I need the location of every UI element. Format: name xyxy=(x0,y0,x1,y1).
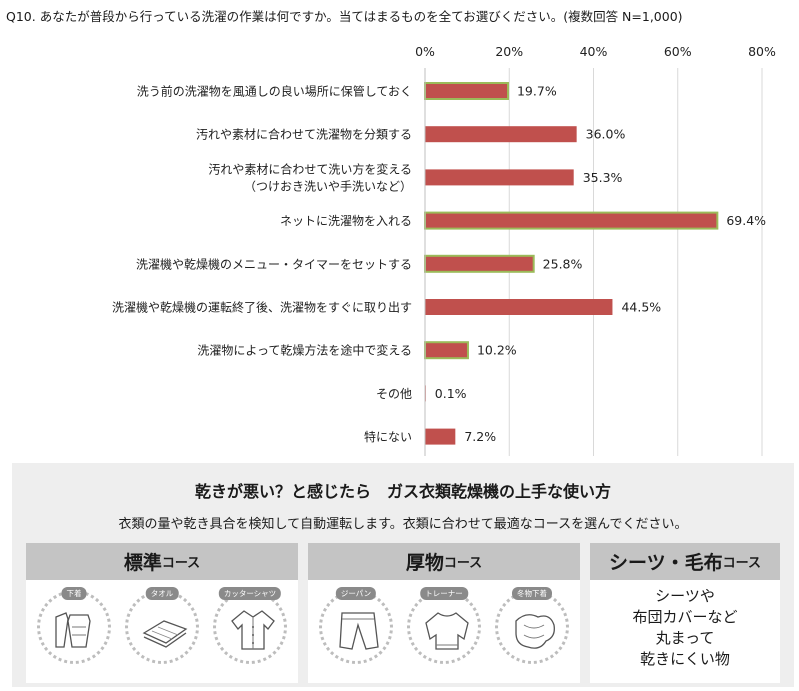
bar xyxy=(425,169,574,186)
course-name: 厚物 xyxy=(405,552,444,574)
data-label: 10.2% xyxy=(477,343,517,358)
x-tick-label: 40% xyxy=(580,44,608,59)
course-heavy: 厚物 コース ジーパン トレーナー 冬物下着 xyxy=(308,543,580,683)
data-label: 35.3% xyxy=(583,170,623,185)
bar xyxy=(424,211,719,230)
jeans-icon: ジーパン xyxy=(319,587,393,664)
category-label: 洗濯機や乾燥機のメニュー・タイマーをセットする xyxy=(136,256,412,271)
category-label: 汚れや素材に合わせて洗濯物を分類する xyxy=(196,127,412,142)
item-tag: タオル xyxy=(145,587,179,600)
category-label: 洗濯物によって乾燥方法を途中で変える xyxy=(197,343,412,358)
bar xyxy=(425,299,613,315)
data-label: 0.1% xyxy=(435,386,467,401)
category-label: 洗う前の洗濯物を風通しの良い場所に保管しておく xyxy=(137,84,412,99)
course-suffix: コース xyxy=(443,556,483,571)
course-standard-header: 標準 コース xyxy=(26,543,298,580)
course-heavy-header: 厚物 コース xyxy=(308,543,580,580)
sheets-description: シーツや 布団カバーなど 丸まって 乾きにくい物 xyxy=(590,580,780,670)
data-label: 69.4% xyxy=(726,213,766,228)
x-tick-label: 20% xyxy=(495,44,523,59)
bar-chart: 0% 20% 40% 60% 80% 洗う前の洗濯物を風通しの良い場所に保管しておく 19.… xyxy=(112,44,776,456)
course-name: 標準 xyxy=(123,552,162,574)
usage-tips-panel: 乾きが悪い？と感じたら ガス衣類乾燥機の上手な使い方 衣類の量や乾き具合を検知し… xyxy=(12,463,794,687)
item-tag: 下着 xyxy=(61,587,87,600)
data-label: 7.2% xyxy=(464,429,496,444)
winter-underwear-icon: 冬物下着 xyxy=(495,587,569,664)
course-sheets-header: シーツ・毛布 コース xyxy=(590,543,780,580)
category-label: 汚れや素材に合わせて洗い方を変える xyxy=(208,161,412,176)
x-tick-label: 60% xyxy=(664,44,692,59)
item-tag: カッターシャツ xyxy=(218,587,282,600)
category-label: （つけおき洗いや手洗いなど） xyxy=(244,179,412,193)
x-tick-label: 80% xyxy=(748,44,776,59)
sheets-line: 丸まって xyxy=(655,629,715,647)
data-label: 19.7% xyxy=(517,84,557,99)
sheets-line: 乾きにくい物 xyxy=(640,650,730,668)
item-tag: 冬物下着 xyxy=(512,587,552,600)
sweatshirt-icon: トレーナー xyxy=(407,587,481,664)
category-label: 洗濯機や乾燥機の運転終了後、洗濯物をすぐに取り出す xyxy=(112,300,412,315)
bar xyxy=(425,126,577,143)
category-label: その他 xyxy=(376,387,412,401)
bar xyxy=(425,428,456,445)
promo-title: 乾きが悪い？と感じたら ガス衣類乾燥機の上手な使い方 xyxy=(194,482,611,501)
category-label: ネットに洗濯物を入れる xyxy=(280,214,412,228)
item-tag: トレーナー xyxy=(420,587,468,600)
sheets-line: 布団カバーなど xyxy=(632,608,738,626)
towel-icon: タオル xyxy=(125,587,199,664)
data-label: 44.5% xyxy=(621,300,661,315)
course-name: シーツ・毛布 xyxy=(609,552,723,574)
x-tick-label: 0% xyxy=(415,44,435,59)
bar xyxy=(424,341,469,360)
underwear-icon: 下着 xyxy=(37,587,111,664)
item-tag: ジーパン xyxy=(335,587,377,600)
course-suffix: コース xyxy=(161,556,201,571)
promo-subtitle: 衣類の量や乾き具合を検知して自動運転します。衣類に合わせて最適なコースを選んでく… xyxy=(118,517,688,532)
data-label: 25.8% xyxy=(543,256,583,271)
course-sheets-blankets: シーツ・毛布 コース シーツや 布団カバーなど 丸まって 乾きにくい物 xyxy=(590,543,780,683)
course-standard: 標準 コース 下着 タオル カッターシャツ xyxy=(26,543,298,683)
dress-shirt-icon: カッターシャツ xyxy=(213,587,287,664)
bar xyxy=(424,82,509,100)
bar xyxy=(424,254,535,273)
sheets-line: シーツや xyxy=(655,587,715,605)
course-suffix: コース xyxy=(722,556,761,571)
question-title: Q10. あなたが普段から行っている洗濯の作業は何ですか。当てはまるものを全てお… xyxy=(6,9,683,24)
category-label: 特にない xyxy=(364,429,412,444)
data-label: 36.0% xyxy=(586,127,626,142)
